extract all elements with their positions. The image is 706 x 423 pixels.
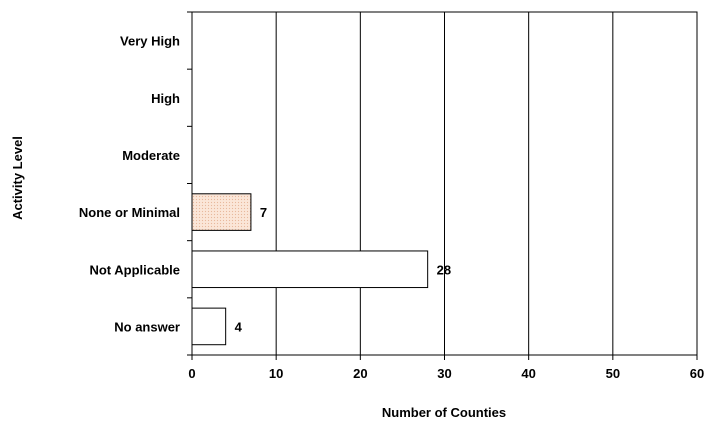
data-label: 28 <box>437 262 451 277</box>
data-label: 7 <box>260 205 267 220</box>
data-labels: 7 28 4 <box>235 205 451 334</box>
x-tick-label-10: 10 <box>269 366 283 381</box>
y-axis-title: Activity Level <box>10 136 25 220</box>
x-tick-label-20: 20 <box>353 366 367 381</box>
axes <box>187 11 698 360</box>
category-label: High <box>151 91 180 106</box>
x-tick-label-30: 30 <box>437 366 451 381</box>
x-axis-title: Number of Counties <box>382 405 506 420</box>
x-tick-label-50: 50 <box>606 366 620 381</box>
bar <box>191 250 429 289</box>
gridlines <box>275 12 614 355</box>
x-tick-label-40: 40 <box>521 366 535 381</box>
category-label: None or Minimal <box>79 205 180 220</box>
x-tick-label-60: 60 <box>690 366 704 381</box>
x-tick-label-0: 0 <box>188 366 195 381</box>
bar <box>191 193 252 231</box>
category-label: Not Applicable <box>89 262 180 277</box>
category-label: No answer <box>114 319 180 334</box>
category-label: Very High <box>120 34 180 49</box>
category-label: Moderate <box>122 148 180 163</box>
category-labels: Very High High Moderate None or Minimal Not … <box>79 34 180 335</box>
x-tick-labels: 0 10 20 30 40 50 60 <box>188 366 704 381</box>
data-label: 4 <box>235 319 243 334</box>
bar <box>191 307 227 346</box>
